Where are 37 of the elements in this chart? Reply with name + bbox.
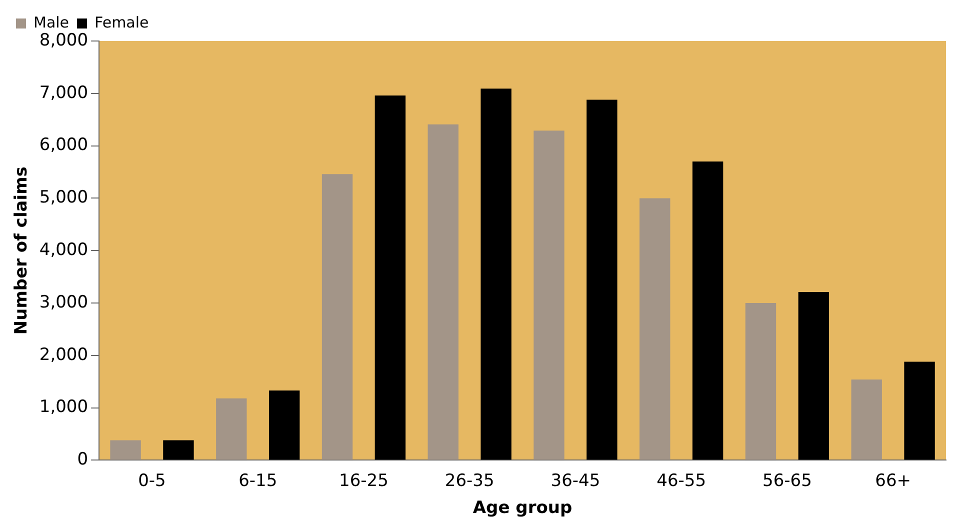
bar xyxy=(851,380,882,460)
legend-label: Female xyxy=(94,13,149,32)
legend-label: Male xyxy=(34,13,70,32)
y-tick-label: 7,000 xyxy=(39,82,88,103)
y-axis-title: Number of claims xyxy=(12,166,32,335)
x-tick-label: 16-25 xyxy=(339,470,388,491)
x-tick-label: 26-35 xyxy=(444,470,494,491)
bar xyxy=(798,292,830,460)
bar xyxy=(216,398,247,460)
y-tick-label: 3,000 xyxy=(39,292,88,312)
x-tick-label: 46-55 xyxy=(656,470,706,491)
x-tick-label: 66+ xyxy=(875,470,912,491)
bar xyxy=(428,124,458,460)
y-tick-label: 8,000 xyxy=(39,30,88,50)
bar xyxy=(904,362,935,460)
bar xyxy=(586,100,618,460)
y-tick-label: 0 xyxy=(77,450,88,470)
bar xyxy=(163,440,194,460)
bar xyxy=(692,162,724,460)
bar xyxy=(110,440,141,460)
bar xyxy=(480,88,512,460)
x-tick-label: 36-45 xyxy=(550,470,600,491)
x-tick-label: 0-5 xyxy=(138,470,166,491)
bar xyxy=(745,303,776,460)
x-tick-label: 6-15 xyxy=(238,470,278,491)
x-tick-label: 56-65 xyxy=(762,470,812,491)
bar xyxy=(322,174,353,460)
bar xyxy=(640,198,670,460)
y-tick-label: 1,000 xyxy=(39,397,88,418)
y-tick-label: 4,000 xyxy=(39,240,88,260)
bar xyxy=(534,130,564,460)
y-tick-label: 2,000 xyxy=(39,344,88,365)
y-tick-label: 5,000 xyxy=(39,188,88,208)
bar xyxy=(374,95,406,460)
y-tick-label: 6,000 xyxy=(39,135,88,156)
bar xyxy=(268,390,300,460)
x-axis-title: Age group xyxy=(472,498,572,518)
